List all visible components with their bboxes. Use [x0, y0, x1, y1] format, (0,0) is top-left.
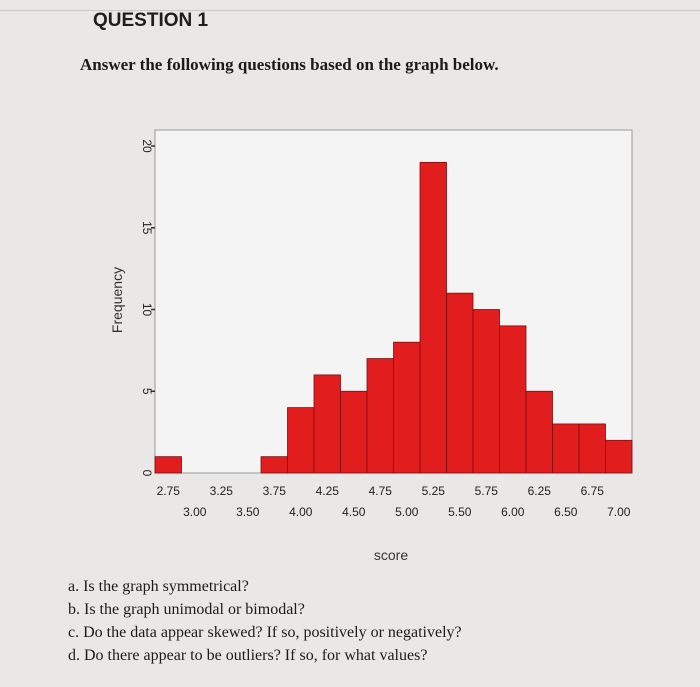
- y-axis: 0 5 10 15 20: [140, 139, 155, 477]
- x-tick-label: 3.75: [263, 484, 287, 498]
- histogram-bar: [552, 423, 580, 474]
- question-item-c: c. Do the data appear skewed? If so, pos…: [68, 624, 462, 641]
- y-tick-label: 0: [140, 470, 154, 477]
- x-tick-label: 5.00: [395, 505, 419, 519]
- x-tick-label: 6.00: [501, 505, 525, 519]
- histogram-bar: [578, 423, 606, 474]
- histogram-bar: [499, 325, 527, 474]
- histogram-bar: [366, 358, 394, 474]
- x-tick-label: 2.75: [157, 484, 181, 498]
- x-tick-label: 6.50: [554, 505, 578, 519]
- histogram-bar: [605, 439, 633, 474]
- x-tick-label: 4.00: [289, 505, 313, 519]
- histogram-bar: [472, 309, 500, 474]
- histogram-bar: [313, 374, 341, 474]
- histogram-bar: [446, 292, 474, 474]
- x-tick-label: 5.50: [448, 505, 472, 519]
- top-divider: [0, 10, 700, 11]
- y-axis-title: Frequency: [109, 267, 125, 333]
- bars-group: [154, 161, 633, 474]
- x-axis-title: score: [374, 547, 408, 563]
- x-tick-label: 6.25: [528, 484, 552, 498]
- x-tick-label: 7.00: [607, 505, 631, 519]
- x-tick-label: 4.75: [369, 484, 393, 498]
- histogram-bar: [393, 341, 421, 474]
- x-tick-label: 4.25: [316, 484, 340, 498]
- x-tick-label: 4.50: [342, 505, 366, 519]
- x-tick-label: 5.25: [422, 484, 446, 498]
- histogram-bar: [419, 161, 447, 474]
- y-tick-label: 20: [140, 139, 154, 153]
- x-axis: 2.75 3.25 3.75 4.25 4.75 5.25 5.75 6.25 6.75 3.00…: [157, 484, 631, 519]
- question-instruction: Answer the following questions based on …: [80, 55, 499, 74]
- x-tick-label: 3.50: [236, 505, 260, 519]
- y-tick-label: 15: [140, 221, 154, 235]
- question-title: QUESTION 1: [93, 10, 209, 31]
- x-tick-label: 5.75: [475, 484, 499, 498]
- x-tick-label: 6.75: [581, 484, 605, 498]
- histogram-bar: [260, 456, 288, 474]
- y-tick-label: 5: [140, 388, 154, 395]
- x-tick-label: 3.25: [210, 484, 234, 498]
- x-tick-label: 3.00: [183, 505, 207, 519]
- histogram-bar: [287, 407, 315, 474]
- question-item-a: a. Is the graph symmetrical?: [68, 578, 249, 595]
- histogram-bar: [525, 390, 553, 474]
- question-item-b: b. Is the graph unimodal or bimodal?: [68, 601, 305, 618]
- histogram-bar: [154, 456, 182, 474]
- question-list: a. Is the graph symmetrical? b. Is the g…: [68, 575, 462, 667]
- histogram-bar: [340, 390, 368, 474]
- question-item-d: d. Do there appear to be outliers? If so…: [68, 647, 428, 664]
- y-tick-label: 10: [140, 303, 154, 317]
